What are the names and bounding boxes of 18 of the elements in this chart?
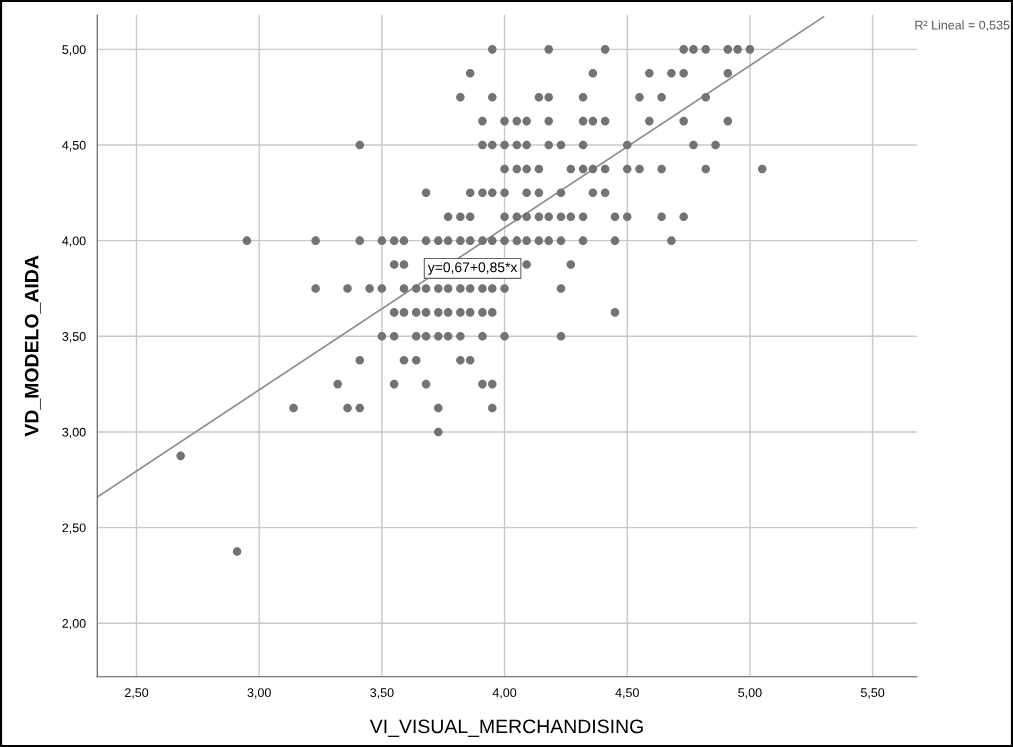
annotation: R² Lineal = 0,535 xyxy=(915,20,1010,31)
y-tick-label: 4,50 xyxy=(62,140,86,152)
annotation: y=0,67+0,85*x xyxy=(427,262,518,275)
y-tick-label: 3,50 xyxy=(62,332,86,343)
x-tick-label: 3,50 xyxy=(370,688,394,699)
x-tick-label: 5,50 xyxy=(860,688,885,699)
y-tick-label: 5,00 xyxy=(62,45,86,56)
y-tick-label: 3,00 xyxy=(62,427,86,439)
x-tick-label: 4,50 xyxy=(615,688,639,699)
x-tick-label: 5,00 xyxy=(738,688,762,699)
y-tick-label: 2,50 xyxy=(62,523,86,534)
x-tick-label: 4,00 xyxy=(492,688,517,699)
x-axis-title: VI_VISUAL_MERCHANDISING xyxy=(369,719,643,737)
x-tick-label: 3,00 xyxy=(247,688,271,699)
y-tick-label: 4,00 xyxy=(62,236,86,247)
y-tick-label: 2,00 xyxy=(62,619,86,630)
y-axis-title: VD_MODELO_AIDA xyxy=(24,255,41,437)
x-tick-label: 2,50 xyxy=(124,688,149,699)
